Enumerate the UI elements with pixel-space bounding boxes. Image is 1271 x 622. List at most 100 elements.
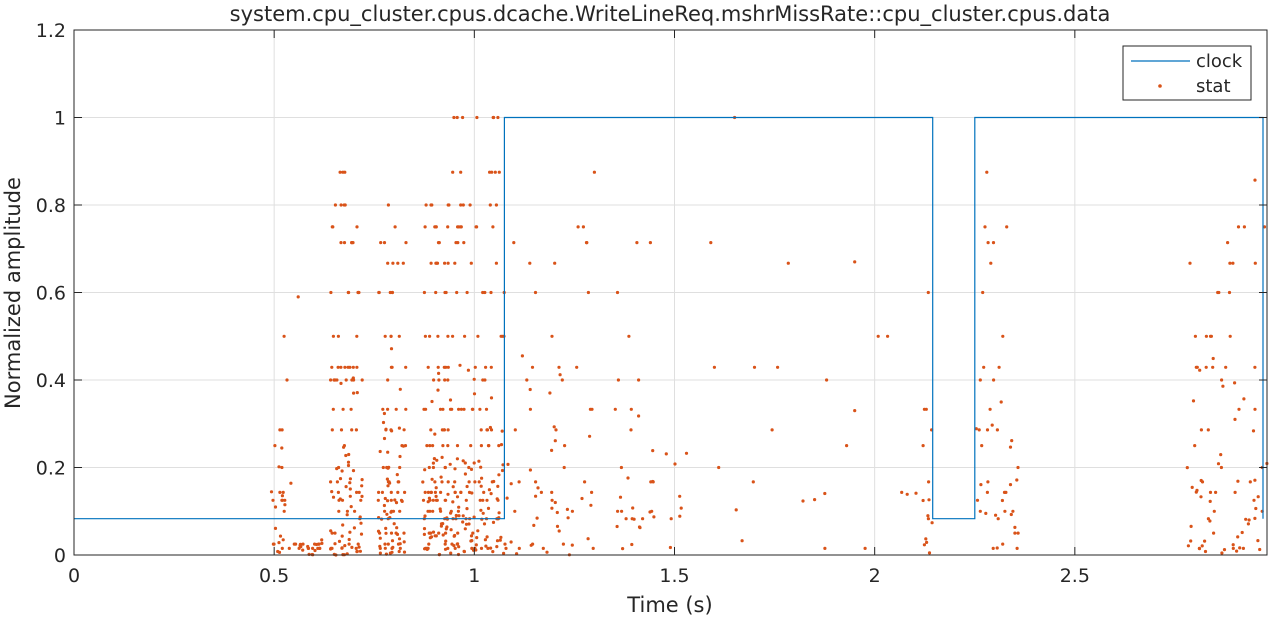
stat-point [484,407,489,411]
stat-point [444,527,448,531]
stat-point [350,428,354,432]
stat-point [470,491,474,495]
stat-point [439,524,443,528]
stat-point [444,365,448,369]
stat-point [497,511,501,515]
stat-point [453,467,457,471]
stat-point [1219,465,1223,470]
stat-point [1008,445,1013,449]
stat-point [905,492,909,496]
stat-point [287,546,291,551]
stat-point [1242,397,1246,401]
stat-point [664,452,668,456]
stat-point [389,334,393,338]
stat-point [439,522,444,526]
stat-point [378,551,382,555]
stat-point [992,378,996,382]
legend-stat-label: stat [1196,76,1231,97]
stat-point [429,490,433,494]
clock-series-line [74,116,1264,520]
stat-point [433,534,437,538]
stat-point [453,546,457,551]
stat-point [388,290,392,295]
stat-point [513,428,517,432]
stat-point [1236,479,1240,483]
stat-point [585,241,589,245]
stat-point [499,334,503,338]
stat-point [444,531,448,535]
stat-point [389,365,393,369]
stat-point [434,225,438,229]
stat-point [1231,543,1235,547]
stat-point [355,391,359,395]
stat-point [431,530,436,534]
stat-point [429,261,433,265]
stat-point [461,203,465,207]
stat-point [457,514,461,518]
stat-point [340,469,344,473]
stat-point [457,505,461,509]
stat-point [1199,428,1203,432]
stat-point [485,535,489,539]
stat-point [1197,546,1201,551]
stat-point [313,548,317,553]
stat-point [468,203,472,207]
stat-point [635,241,639,245]
stat-point [398,387,402,391]
stat-point [341,523,345,527]
stat-point [615,290,620,295]
stat-point [1242,225,1246,229]
stat-point [586,537,590,541]
stat-point [454,513,458,518]
stat-point [489,290,493,295]
stat-point [479,546,484,551]
stat-point [439,475,443,479]
stat-point [443,542,447,546]
stat-point [550,506,554,510]
stat-point [1206,517,1210,521]
stat-point [436,388,440,392]
stat-point [995,428,1000,432]
stat-point [331,495,336,499]
stat-point [398,542,402,546]
stat-point [446,261,450,265]
stat-point [473,480,477,484]
stat-point [446,546,450,551]
stat-point [434,498,438,502]
stat-point [343,544,347,548]
stat-point [624,517,628,521]
stat-point [386,499,390,503]
stat-point [452,115,456,120]
stat-point [437,241,441,245]
stat-point [346,463,351,468]
stat-point [444,539,448,543]
stat-point [285,378,289,382]
stat-point [339,203,343,207]
stat-point [986,241,990,245]
stat-point [528,387,532,392]
stat-point [432,378,436,382]
stat-point [384,526,388,531]
chart-title: system.cpu_cluster.cpus.dcache.WriteLine… [230,2,1111,27]
stat-point [588,434,592,438]
stat-point [280,428,284,432]
stat-point [886,334,890,338]
stat-point [330,225,334,229]
stat-point [357,490,361,494]
stat-point [421,498,426,502]
stat-point [566,516,570,520]
stat-point [382,503,386,508]
stat-point [439,490,443,494]
stat-point [1013,531,1017,535]
stat-point [280,465,284,470]
stat-point [345,509,349,513]
stat-point [1251,429,1256,433]
stat-point [1258,547,1262,552]
stat-point [668,545,673,550]
stat-point [471,531,475,535]
stat-point [360,478,364,482]
stat-point [616,378,621,382]
stat-point [630,517,634,521]
stat-point [278,490,282,494]
stat-point [386,261,390,265]
